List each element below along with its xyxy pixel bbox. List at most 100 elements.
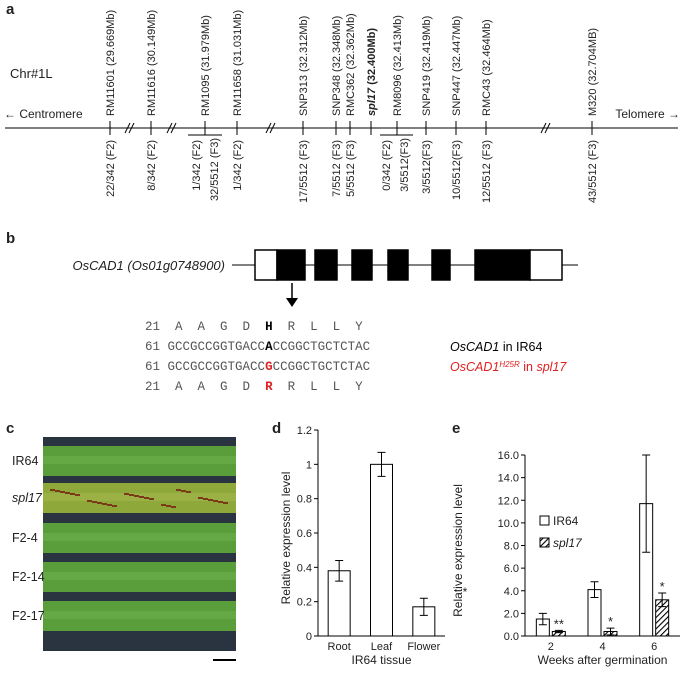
text-span: R L L Y xyxy=(273,320,364,334)
recombinant-label: 1/342 (F2) xyxy=(191,140,203,191)
lesion xyxy=(102,503,107,505)
text-span: (29.669Mb) xyxy=(105,10,117,66)
lesion xyxy=(218,501,223,503)
text-span: spl17 xyxy=(366,87,378,116)
recombinant-label: 7/5512 (F3) xyxy=(331,140,343,197)
error-bar xyxy=(606,627,615,636)
error-bar xyxy=(419,597,428,616)
lesion xyxy=(60,491,65,493)
y-tick-label: 0.6 xyxy=(297,528,312,540)
text-span: R L L Y xyxy=(273,380,364,394)
allele-label: OsCAD1 in IR64 xyxy=(450,340,542,354)
lesion xyxy=(92,501,97,503)
text-span: (32.447Mb) xyxy=(451,16,463,72)
y-axis-label: Relative expression level xyxy=(451,484,465,617)
lesion xyxy=(161,504,166,506)
text-span: SNP313 xyxy=(298,75,310,116)
marker-label: RM8096 (32.413Mb) xyxy=(392,15,404,116)
text-span: in xyxy=(523,360,533,374)
y-tick-label: 10.0 xyxy=(498,518,519,530)
text-span: CCGGCTGCTCTAC xyxy=(273,340,371,354)
marker-label: RM11601 (29.669Mb) xyxy=(105,10,117,116)
legend-swatch xyxy=(539,537,550,548)
x-tick-label: Leaf xyxy=(371,641,393,653)
sequence: 61 GCCGCCGGTGACCACCGGCTGCTCTAC xyxy=(145,340,370,354)
lesion xyxy=(107,504,112,506)
y-tick-label: 1.2 xyxy=(297,425,312,437)
legend-label: spl17 xyxy=(553,536,583,550)
lesion xyxy=(70,493,75,495)
text-span: A A G D xyxy=(168,380,266,394)
lesion xyxy=(208,499,213,501)
error-bar xyxy=(658,592,667,608)
y-tick-label: 1 xyxy=(306,459,312,471)
text-span: M320 xyxy=(587,88,599,116)
panel-label: e xyxy=(452,420,460,437)
x-tick-label: 6 xyxy=(651,641,657,653)
text-span: CCGGCTGCTCTAC xyxy=(273,360,371,374)
text-span: SNP419 xyxy=(421,75,433,116)
legend-swatch xyxy=(539,515,550,526)
text-span: RM11616 xyxy=(146,69,158,116)
sequence: 21 A A G D R R L L Y xyxy=(145,380,363,394)
panel-label: a xyxy=(6,1,15,18)
leaf-sheen xyxy=(43,611,236,619)
error-bar xyxy=(642,454,651,553)
text-span: OsCAD1 xyxy=(450,360,499,374)
bar xyxy=(370,463,393,637)
text-span: (32.413Mb) xyxy=(392,15,404,71)
y-tick-label: 0.4 xyxy=(297,562,312,574)
y-axis-label: Relative expression level xyxy=(279,472,293,605)
row-label: F2-4 xyxy=(12,531,38,545)
lesion xyxy=(181,490,186,492)
x-tick-label: Root xyxy=(328,641,351,653)
text-span: (32.400Mb) xyxy=(366,28,378,85)
text-span: RM8096 xyxy=(392,74,404,116)
x-tick-label: 4 xyxy=(599,641,605,653)
text-span: R xyxy=(265,380,273,394)
text-span: in xyxy=(503,340,513,354)
gene-structure xyxy=(254,249,563,281)
text-span: spl17 xyxy=(536,360,567,374)
x-axis-label: IR64 tissue xyxy=(351,653,411,667)
chromosome-label: Chr#1L xyxy=(10,66,53,81)
lesion xyxy=(139,496,144,498)
lesion xyxy=(176,489,181,491)
text-span: A xyxy=(265,340,273,354)
text-span: OsCAD1 xyxy=(450,340,499,354)
text-span: H xyxy=(265,320,273,334)
text-span: H25R xyxy=(499,360,520,369)
marker-label: SNP419 (32.419Mb) xyxy=(421,16,433,116)
lesion xyxy=(97,502,102,504)
leaf-photo xyxy=(43,437,236,651)
leaf-sheen xyxy=(43,572,236,580)
y-tick-label: 0 xyxy=(306,631,312,643)
text-span: (31.031Mb) xyxy=(232,10,244,66)
recombinant-label: 10/5512(F3) xyxy=(451,140,463,200)
y-tick-label: 4.0 xyxy=(504,586,519,598)
text-span: GCCGCCGGTGACC xyxy=(168,340,266,354)
gene-name: OsCAD1 (Os01g0748900) xyxy=(73,258,226,273)
lesion xyxy=(149,498,154,500)
y-tick-label: 0.8 xyxy=(297,494,312,506)
leaf-sheen xyxy=(43,456,236,464)
row-label: spl17 xyxy=(12,491,43,505)
y-tick-label: 12.0 xyxy=(498,495,519,507)
text-span: RMC362 xyxy=(345,73,357,116)
lesion xyxy=(171,506,176,508)
marker-label: SNP348 (32.348Mb) xyxy=(331,16,343,116)
error-bar xyxy=(554,629,563,634)
recombinant-label: 12/5512 (F3) xyxy=(481,140,493,203)
arrow-head xyxy=(286,298,298,307)
lesion xyxy=(166,505,171,507)
text-span: RMC43 xyxy=(481,79,493,116)
lesion xyxy=(112,505,117,507)
recombinant-label: 8/342 (F2) xyxy=(146,140,158,191)
marker-label: spl17 (32.400Mb) xyxy=(366,28,378,116)
y-tick-label: 2.0 xyxy=(504,608,519,620)
marker-label: RM1095 (31.979Mb) xyxy=(200,15,212,116)
recombinant-label: 17/5512 (F3) xyxy=(298,140,310,203)
text-span: (31.979Mb) xyxy=(200,15,212,71)
telomere-label: Telomere → xyxy=(615,107,680,121)
